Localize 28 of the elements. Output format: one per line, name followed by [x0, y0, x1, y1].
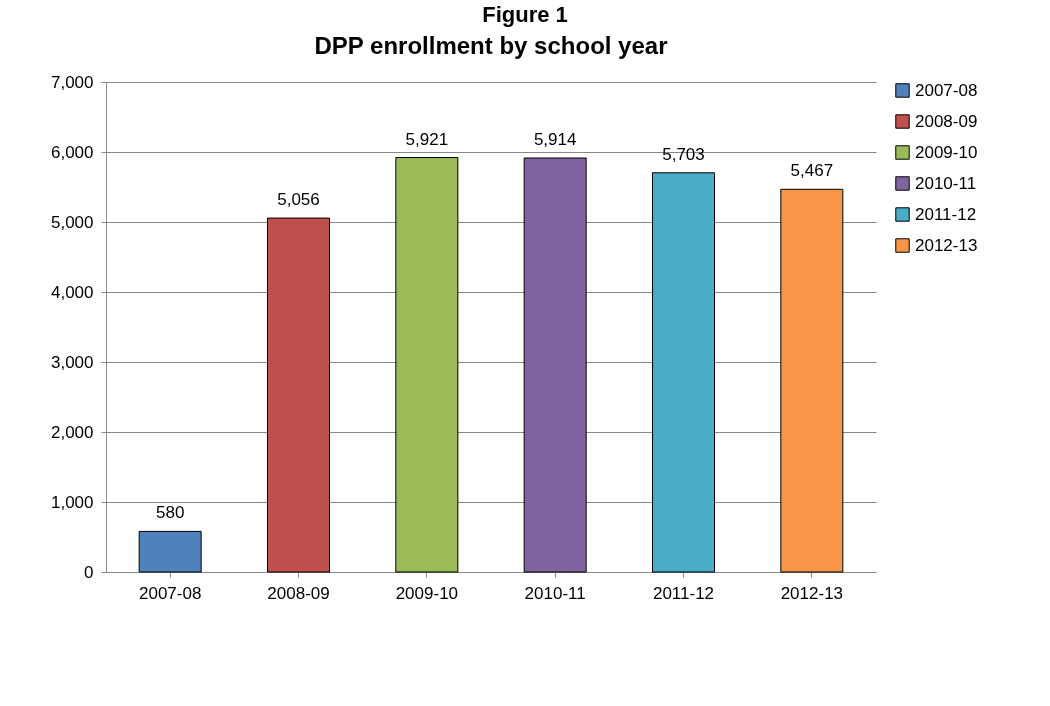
- caption: Figure 1: [481, 1, 569, 29]
- legend-label: 2009-10: [915, 142, 978, 162]
- x-tick-label: 2007-08: [138, 583, 202, 603]
- x-tick-label: 2008-09: [267, 583, 330, 603]
- data-label: 580: [155, 503, 185, 523]
- y-tick-label: 7,000: [50, 72, 94, 92]
- y-tick-label: 1,000: [50, 492, 94, 512]
- y-tick-label: 6,000: [50, 142, 94, 162]
- chart-title: DPP enrollment by school year: [314, 32, 668, 59]
- data-label: 5,703: [662, 144, 705, 164]
- data-label: 5,467: [790, 161, 834, 181]
- legend-label: 2012-13: [915, 235, 978, 255]
- x-tick-label: 2011-12: [652, 583, 715, 603]
- x-tick-label: 2010-11: [524, 583, 586, 603]
- y-tick-label: 3,000: [50, 352, 94, 372]
- y-tick-label: 0: [84, 562, 94, 582]
- y-tick-label: 5,000: [50, 212, 94, 232]
- legend-label: 2007-08: [915, 80, 978, 100]
- x-tick-label: 2009-10: [395, 583, 459, 603]
- y-tick-label: 2,000: [50, 422, 94, 442]
- legend-label: 2011-12: [915, 204, 977, 224]
- y-tick-label: 4,000: [50, 282, 94, 302]
- legend-label: 2008-09: [915, 111, 978, 131]
- data-label: 5,921: [405, 129, 449, 149]
- data-label: 5,056: [277, 190, 320, 210]
- legend-label: 2010-11: [915, 173, 977, 193]
- data-label: 5,914: [533, 130, 577, 150]
- x-tick-label: 2012-13: [780, 583, 844, 603]
